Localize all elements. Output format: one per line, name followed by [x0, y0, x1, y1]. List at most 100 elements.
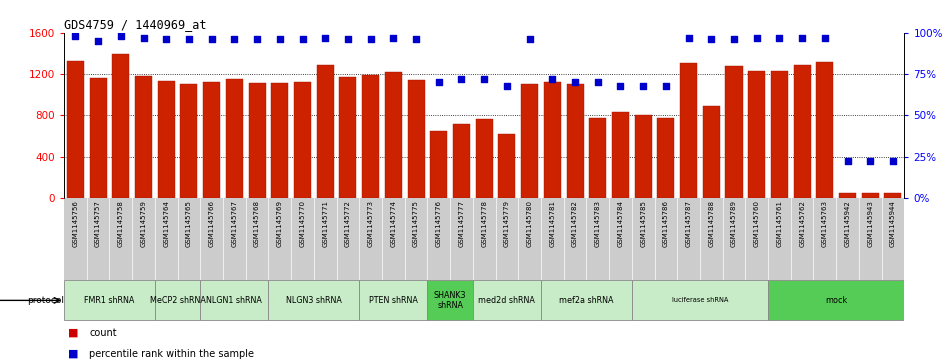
Point	[431, 79, 447, 85]
Point	[749, 35, 764, 41]
Text: FMR1 shRNA: FMR1 shRNA	[84, 296, 135, 305]
Point	[113, 33, 128, 39]
Point	[818, 35, 833, 41]
Text: GSM1145780: GSM1145780	[527, 200, 532, 247]
Point	[227, 36, 242, 42]
Bar	[112, 54, 129, 198]
Text: GSM1145770: GSM1145770	[300, 200, 305, 247]
Point	[499, 83, 514, 89]
Bar	[885, 193, 901, 198]
Text: GSM1145789: GSM1145789	[731, 200, 737, 247]
Text: med2d shRNA: med2d shRNA	[479, 296, 535, 305]
Text: MeCP2 shRNA: MeCP2 shRNA	[150, 296, 205, 305]
Point	[68, 33, 83, 39]
Bar	[64, 280, 154, 321]
Point	[726, 36, 741, 42]
Point	[182, 36, 197, 42]
Bar	[771, 71, 788, 198]
Text: GSM1145778: GSM1145778	[481, 200, 487, 247]
Bar	[632, 280, 768, 321]
Text: GSM1145765: GSM1145765	[186, 200, 192, 247]
Text: PTEN shRNA: PTEN shRNA	[369, 296, 418, 305]
Point	[613, 83, 628, 89]
Bar	[359, 280, 428, 321]
Bar	[203, 82, 220, 198]
Bar	[476, 119, 493, 198]
Point	[363, 36, 378, 42]
Bar	[589, 118, 607, 198]
Bar	[89, 78, 106, 198]
Point	[317, 35, 333, 41]
Bar	[428, 280, 473, 321]
Point	[544, 76, 560, 82]
Point	[863, 159, 878, 164]
Text: protocol: protocol	[27, 296, 64, 305]
Bar	[453, 123, 470, 198]
Point	[658, 83, 674, 89]
Text: luciferase shRNA: luciferase shRNA	[672, 297, 728, 303]
Text: GSM1145756: GSM1145756	[73, 200, 78, 247]
Bar	[268, 280, 359, 321]
Text: GSM1145942: GSM1145942	[845, 200, 851, 247]
Text: GSM1145768: GSM1145768	[254, 200, 260, 247]
Bar	[135, 76, 152, 198]
Text: GSM1145784: GSM1145784	[617, 200, 624, 247]
Text: GSM1145781: GSM1145781	[549, 200, 556, 247]
Text: GSM1145787: GSM1145787	[686, 200, 691, 247]
Bar	[67, 61, 84, 198]
Point	[681, 35, 696, 41]
Bar	[635, 115, 652, 198]
Bar	[658, 118, 674, 198]
Point	[771, 35, 787, 41]
Bar	[768, 280, 904, 321]
Text: GSM1145766: GSM1145766	[209, 200, 215, 247]
Text: count: count	[89, 328, 117, 338]
Bar	[703, 106, 720, 198]
Point	[136, 35, 151, 41]
Bar	[294, 82, 311, 198]
Text: GDS4759 / 1440969_at: GDS4759 / 1440969_at	[64, 19, 206, 32]
Bar	[862, 193, 879, 198]
Text: GSM1145764: GSM1145764	[163, 200, 170, 247]
Text: GSM1145779: GSM1145779	[504, 200, 510, 247]
Point	[454, 76, 469, 82]
Point	[567, 79, 582, 85]
Text: GSM1145767: GSM1145767	[232, 200, 237, 247]
Text: GSM1145760: GSM1145760	[754, 200, 759, 247]
Bar	[154, 280, 201, 321]
Point	[158, 36, 173, 42]
Text: GSM1145757: GSM1145757	[95, 200, 101, 247]
Point	[795, 35, 810, 41]
Point	[409, 36, 424, 42]
Text: GSM1145762: GSM1145762	[799, 200, 805, 247]
Point	[591, 79, 606, 85]
Bar	[566, 84, 583, 198]
Text: percentile rank within the sample: percentile rank within the sample	[89, 349, 254, 359]
Point	[704, 36, 719, 42]
Bar	[793, 65, 811, 198]
Bar	[680, 62, 697, 198]
Bar	[521, 84, 538, 198]
Point	[90, 38, 106, 44]
Bar	[157, 81, 175, 198]
Text: GSM1145777: GSM1145777	[459, 200, 464, 247]
Point	[340, 36, 355, 42]
Bar	[385, 72, 402, 198]
Point	[636, 83, 651, 89]
Text: SHANK3
shRNA: SHANK3 shRNA	[434, 291, 466, 310]
Text: GSM1145774: GSM1145774	[390, 200, 397, 247]
Point	[522, 36, 537, 42]
Text: mef2a shRNA: mef2a shRNA	[560, 296, 613, 305]
Bar	[544, 82, 560, 198]
Bar	[473, 280, 541, 321]
Bar	[725, 66, 742, 198]
Point	[840, 159, 855, 164]
Text: NLGN1 shRNA: NLGN1 shRNA	[206, 296, 262, 305]
Bar	[541, 280, 632, 321]
Bar	[201, 280, 268, 321]
Bar	[498, 134, 515, 198]
Point	[272, 36, 287, 42]
Text: ■: ■	[68, 328, 79, 338]
Bar	[181, 84, 198, 198]
Bar	[362, 75, 379, 198]
